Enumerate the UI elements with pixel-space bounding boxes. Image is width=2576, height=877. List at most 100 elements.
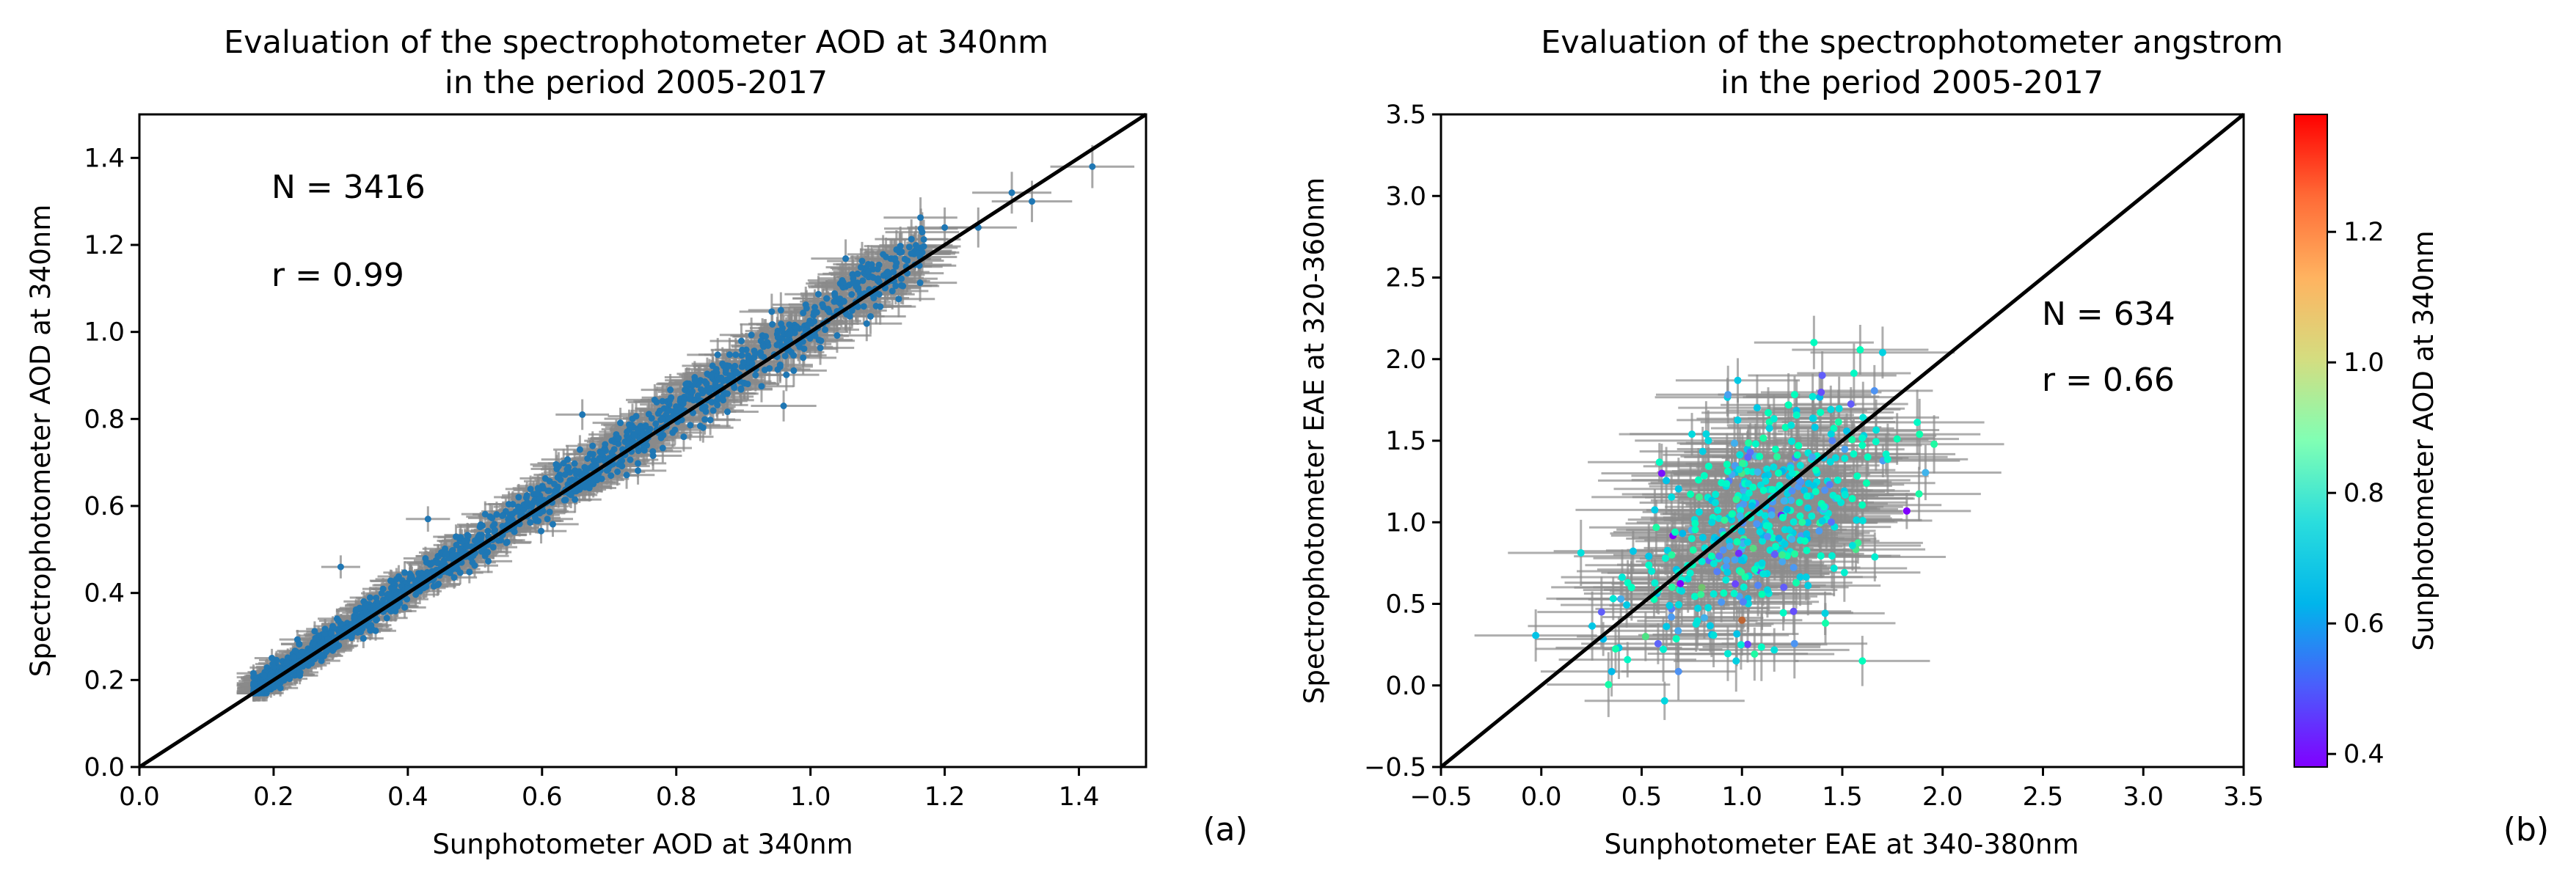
data-point (904, 257, 911, 264)
data-point (833, 332, 841, 340)
data-point (1029, 198, 1036, 205)
data-point (544, 515, 551, 523)
data-point (740, 359, 747, 366)
data-point (617, 419, 624, 427)
data-point (822, 326, 829, 334)
data-point (905, 243, 913, 251)
data-point (768, 308, 776, 315)
data-point (538, 527, 545, 535)
data-point (687, 422, 694, 429)
data-point (366, 594, 373, 601)
data-point (619, 463, 626, 470)
data-point (450, 573, 458, 581)
data-point (800, 309, 807, 317)
data-point (493, 511, 500, 518)
data-point (571, 460, 578, 467)
data-point (533, 490, 540, 497)
data-point (682, 386, 689, 394)
data-point (718, 374, 725, 381)
data-point (732, 368, 740, 375)
data-point (408, 572, 415, 579)
data-point (774, 366, 781, 373)
data-point (312, 635, 319, 642)
data-point (840, 298, 847, 305)
chart-a-ylabel: Spectrophotometer AOD at 340nm (25, 205, 56, 677)
data-point (656, 407, 663, 414)
x-tick-label: 0.8 (656, 782, 697, 812)
data-point (915, 250, 922, 257)
data-point (1008, 189, 1015, 197)
data-point (423, 559, 430, 566)
data-point (258, 689, 265, 697)
data-point (572, 487, 579, 494)
data-point (564, 456, 572, 463)
data-point (581, 463, 588, 471)
data-point (321, 625, 329, 633)
data-point (527, 485, 534, 493)
data-point (659, 444, 666, 452)
data-point (576, 446, 583, 453)
x-tick-label: 1.4 (1059, 782, 1100, 812)
data-point (648, 414, 655, 422)
data-point (920, 243, 927, 250)
data-point (737, 337, 745, 345)
data-point (738, 352, 745, 359)
data-point (566, 490, 573, 497)
data-point (614, 435, 621, 442)
data-point (769, 320, 776, 328)
data-point (428, 559, 436, 567)
chart-a-r-label: r = 0.99 (271, 257, 404, 294)
data-point (250, 680, 258, 688)
data-point (889, 287, 896, 295)
data-point (667, 386, 674, 394)
chart-a-n-label: N = 3416 (271, 169, 426, 206)
data-point (470, 552, 477, 559)
data-point (657, 434, 665, 441)
data-point (602, 441, 609, 448)
data-point (870, 294, 877, 301)
data-point (908, 250, 915, 257)
data-point (757, 349, 765, 356)
data-point (719, 393, 726, 400)
data-point (831, 298, 838, 305)
data-point (893, 246, 900, 253)
data-point (395, 573, 402, 580)
data-point (848, 307, 855, 314)
data-point (780, 403, 787, 410)
data-point (726, 362, 733, 370)
data-point (499, 523, 506, 530)
data-point (329, 623, 337, 630)
data-point (699, 424, 707, 431)
data-point (920, 236, 927, 243)
chart-a-reference-line (138, 112, 1147, 769)
data-point (777, 307, 784, 314)
data-point (566, 478, 574, 485)
data-point (843, 311, 850, 318)
data-point (860, 303, 867, 310)
data-point (651, 396, 658, 403)
data-point (589, 442, 596, 449)
data-point (709, 362, 716, 370)
data-point (464, 532, 471, 539)
data-point (527, 518, 534, 526)
data-point (418, 569, 426, 576)
data-point (596, 456, 603, 463)
data-point (1089, 163, 1096, 170)
data-point (697, 386, 704, 393)
data-point (599, 450, 606, 458)
data-point (803, 304, 810, 312)
data-point (673, 406, 680, 414)
data-point (807, 320, 814, 327)
data-point (819, 301, 826, 308)
data-point (277, 684, 284, 691)
data-point (584, 455, 591, 462)
data-point (461, 537, 469, 544)
data-point (762, 333, 770, 340)
data-point (701, 416, 709, 423)
data-point (779, 324, 787, 331)
data-point (714, 351, 721, 359)
data-point (781, 352, 789, 359)
y-tick-label: 0.0 (84, 753, 125, 782)
data-point (737, 386, 745, 393)
data-point (401, 603, 409, 611)
